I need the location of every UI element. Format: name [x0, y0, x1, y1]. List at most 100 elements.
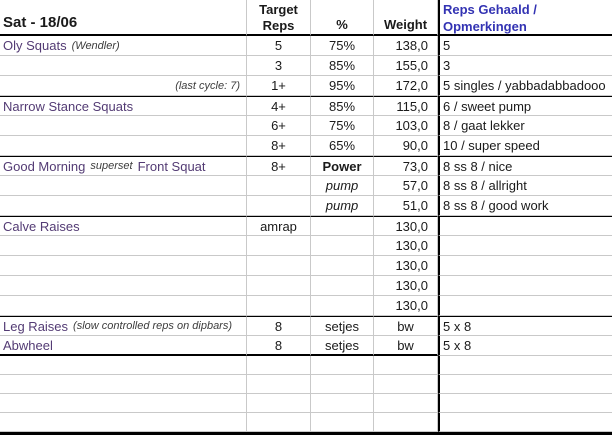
- exercise-cell[interactable]: Leg Raises (slow controlled reps on dipba…: [0, 316, 247, 336]
- weight-cell[interactable]: 90,0: [374, 136, 438, 156]
- target-reps-cell[interactable]: 3: [247, 56, 311, 76]
- comment-cell[interactable]: [438, 216, 612, 236]
- comment-cell[interactable]: 3: [438, 56, 612, 76]
- comments-header-cell[interactable]: Reps Gehaald / Opmerkingen: [438, 0, 612, 36]
- percent-cell[interactable]: [311, 216, 374, 236]
- weight-cell[interactable]: bw: [374, 316, 438, 336]
- comment-cell[interactable]: [438, 375, 612, 394]
- comment-cell[interactable]: [438, 356, 612, 375]
- exercise-cell[interactable]: (last cycle: 7): [0, 76, 247, 96]
- weight-cell[interactable]: 130,0: [374, 256, 438, 276]
- comment-cell[interactable]: 8 ss 8 / nice: [438, 156, 612, 176]
- exercise-cell[interactable]: [0, 356, 247, 375]
- weight-cell[interactable]: 115,0: [374, 96, 438, 116]
- target-reps-cell[interactable]: [247, 413, 311, 432]
- target-reps-cell[interactable]: [247, 296, 311, 316]
- comment-cell[interactable]: 8 ss 8 / allright: [438, 176, 612, 196]
- percent-cell[interactable]: pump: [311, 176, 374, 196]
- target-reps-cell[interactable]: [247, 176, 311, 196]
- percent-cell[interactable]: 95%: [311, 76, 374, 96]
- weight-cell[interactable]: 73,0: [374, 156, 438, 176]
- exercise-cell[interactable]: [0, 413, 247, 432]
- target-reps-cell[interactable]: amrap: [247, 216, 311, 236]
- exercise-cell[interactable]: [0, 136, 247, 156]
- comment-cell[interactable]: 6 / sweet pump: [438, 96, 612, 116]
- comment-cell[interactable]: [438, 394, 612, 413]
- percent-cell[interactable]: [311, 375, 374, 394]
- comment-cell[interactable]: [438, 256, 612, 276]
- comment-cell[interactable]: 8 ss 8 / good work: [438, 196, 612, 216]
- weight-cell[interactable]: 130,0: [374, 236, 438, 256]
- exercise-cell[interactable]: [0, 375, 247, 394]
- target-reps-cell[interactable]: 8: [247, 316, 311, 336]
- exercise-cell[interactable]: Narrow Stance Squats: [0, 96, 247, 116]
- target-reps-cell[interactable]: 4+: [247, 96, 311, 116]
- percent-cell[interactable]: [311, 413, 374, 432]
- weight-cell[interactable]: 138,0: [374, 36, 438, 56]
- percent-cell[interactable]: setjes: [311, 316, 374, 336]
- comment-cell[interactable]: 10 / super speed: [438, 136, 612, 156]
- target-reps-cell[interactable]: 1+: [247, 76, 311, 96]
- percent-cell[interactable]: Power: [311, 156, 374, 176]
- weight-cell[interactable]: [374, 413, 438, 432]
- exercise-cell[interactable]: Good Morning superset Front Squat: [0, 156, 247, 176]
- target-reps-cell[interactable]: [247, 276, 311, 296]
- target-reps-cell[interactable]: 8: [247, 336, 311, 356]
- target-reps-cell[interactable]: [247, 236, 311, 256]
- target-reps-cell[interactable]: 6+: [247, 116, 311, 136]
- exercise-cell[interactable]: [0, 196, 247, 216]
- weight-cell[interactable]: 130,0: [374, 216, 438, 236]
- comment-cell[interactable]: [438, 236, 612, 256]
- comment-cell[interactable]: 5 singles / yabbadabbadooo: [438, 76, 612, 96]
- exercise-cell[interactable]: Calve Raises: [0, 216, 247, 236]
- weight-cell[interactable]: 103,0: [374, 116, 438, 136]
- weight-header-cell[interactable]: Weight: [374, 0, 438, 36]
- target-reps-header-cell[interactable]: Target Reps: [247, 0, 311, 36]
- comment-cell[interactable]: 5: [438, 36, 612, 56]
- target-reps-cell[interactable]: 5: [247, 36, 311, 56]
- weight-cell[interactable]: 130,0: [374, 276, 438, 296]
- exercise-cell[interactable]: [0, 394, 247, 413]
- percent-header-cell[interactable]: %: [311, 0, 374, 36]
- percent-cell[interactable]: 75%: [311, 36, 374, 56]
- percent-cell[interactable]: [311, 236, 374, 256]
- percent-cell[interactable]: 65%: [311, 136, 374, 156]
- exercise-cell[interactable]: [0, 56, 247, 76]
- weight-cell[interactable]: bw: [374, 336, 438, 356]
- weight-cell[interactable]: [374, 375, 438, 394]
- exercise-cell[interactable]: [0, 276, 247, 296]
- percent-cell[interactable]: 75%: [311, 116, 374, 136]
- weight-cell[interactable]: [374, 394, 438, 413]
- weight-cell[interactable]: [374, 356, 438, 375]
- percent-cell[interactable]: 85%: [311, 96, 374, 116]
- percent-cell[interactable]: [311, 256, 374, 276]
- target-reps-cell[interactable]: [247, 394, 311, 413]
- weight-cell[interactable]: 57,0: [374, 176, 438, 196]
- target-reps-cell[interactable]: [247, 375, 311, 394]
- comment-cell[interactable]: [438, 413, 612, 432]
- target-reps-cell[interactable]: 8+: [247, 136, 311, 156]
- target-reps-cell[interactable]: [247, 196, 311, 216]
- target-reps-cell[interactable]: 8+: [247, 156, 311, 176]
- percent-cell[interactable]: setjes: [311, 336, 374, 356]
- target-reps-cell[interactable]: [247, 356, 311, 375]
- weight-cell[interactable]: 130,0: [374, 296, 438, 316]
- weight-cell[interactable]: 172,0: [374, 76, 438, 96]
- exercise-cell[interactable]: [0, 236, 247, 256]
- weight-cell[interactable]: 155,0: [374, 56, 438, 76]
- percent-cell[interactable]: [311, 296, 374, 316]
- percent-cell[interactable]: pump: [311, 196, 374, 216]
- comment-cell[interactable]: [438, 276, 612, 296]
- comment-cell[interactable]: 8 / gaat lekker: [438, 116, 612, 136]
- exercise-cell[interactable]: [0, 256, 247, 276]
- exercise-cell[interactable]: [0, 116, 247, 136]
- exercise-cell[interactable]: [0, 176, 247, 196]
- comment-cell[interactable]: 5 x 8: [438, 336, 612, 356]
- weight-cell[interactable]: 51,0: [374, 196, 438, 216]
- exercise-cell[interactable]: Abwheel: [0, 336, 247, 356]
- percent-cell[interactable]: [311, 356, 374, 375]
- target-reps-cell[interactable]: [247, 256, 311, 276]
- percent-cell[interactable]: 85%: [311, 56, 374, 76]
- exercise-cell[interactable]: [0, 296, 247, 316]
- percent-cell[interactable]: [311, 394, 374, 413]
